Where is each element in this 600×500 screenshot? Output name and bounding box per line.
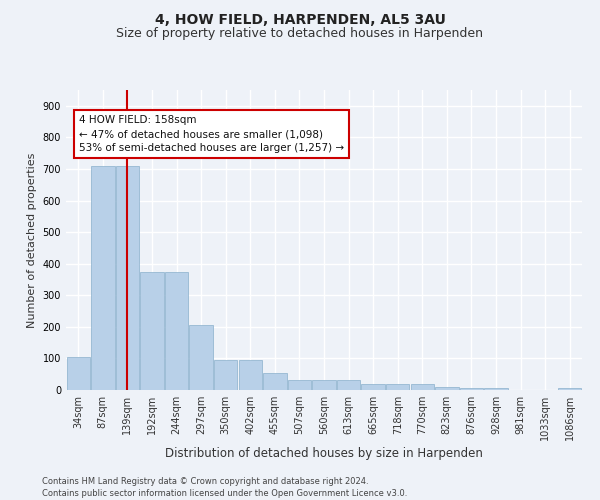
Bar (386, 384, 409, 390)
Bar (313, 380, 335, 390)
Bar (361, 384, 385, 390)
Bar (558, 388, 581, 390)
Text: 4 HOW FIELD: 158sqm
← 47% of detached houses are smaller (1,098)
53% of semi-det: 4 HOW FIELD: 158sqm ← 47% of detached ho… (79, 116, 344, 154)
Bar (460, 388, 483, 390)
Bar (140, 272, 164, 390)
Text: Size of property relative to detached houses in Harpenden: Size of property relative to detached ho… (116, 28, 484, 40)
Bar (190, 324, 213, 390)
Bar (67, 358, 90, 390)
Text: 4, HOW FIELD, HARPENDEN, AL5 3AU: 4, HOW FIELD, HARPENDEN, AL5 3AU (155, 12, 445, 26)
Bar (91, 166, 115, 390)
Bar (484, 388, 508, 390)
Bar (288, 380, 311, 390)
Bar (337, 380, 360, 390)
Bar (263, 372, 287, 390)
Bar (116, 166, 139, 390)
Bar (410, 384, 434, 390)
Bar (239, 360, 262, 390)
Bar (435, 388, 458, 390)
Y-axis label: Number of detached properties: Number of detached properties (27, 152, 37, 328)
Bar (165, 272, 188, 390)
X-axis label: Distribution of detached houses by size in Harpenden: Distribution of detached houses by size … (165, 447, 483, 460)
Text: Contains HM Land Registry data © Crown copyright and database right 2024.
Contai: Contains HM Land Registry data © Crown c… (42, 476, 407, 498)
Bar (214, 360, 238, 390)
